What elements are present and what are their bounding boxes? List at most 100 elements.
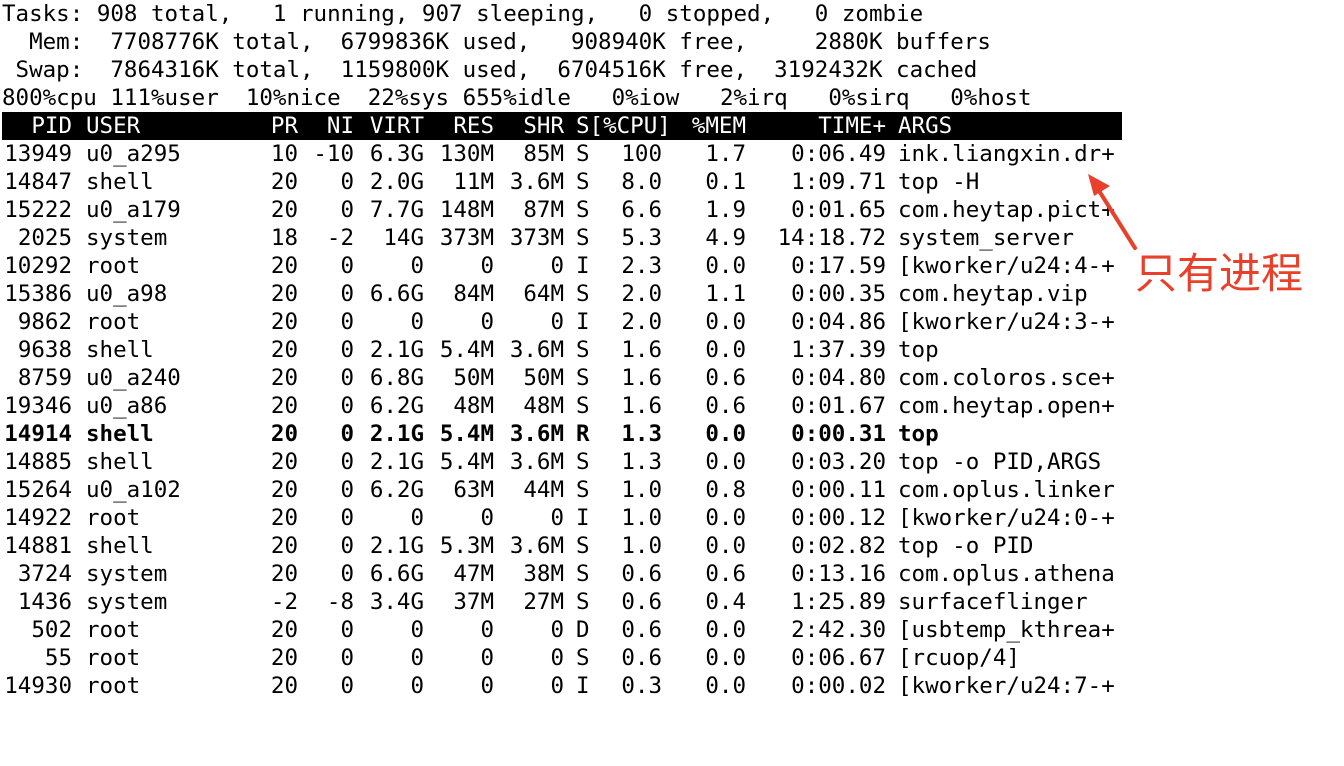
- cell-time: 1:37.39: [791, 337, 886, 363]
- cell-res: 47M: [453, 561, 494, 587]
- cell-user: u0_a295: [86, 141, 181, 167]
- tasks-summary-line: Tasks: 908 total, 1 running, 907 sleepin…: [2, 1, 924, 27]
- cell-time: 0:00.12: [791, 505, 886, 531]
- cell-pid: 15264: [4, 477, 72, 503]
- cell-virt: 2.1G: [369, 421, 424, 447]
- cell-res: 11M: [453, 169, 494, 195]
- cell-mem: 1.7: [705, 141, 746, 167]
- cell-cpu: 2.0: [621, 309, 662, 335]
- cell-time: 0:04.86: [791, 309, 886, 335]
- cell-args: [kworker/u24:4-+: [898, 253, 1115, 279]
- cell-pr: 20: [270, 561, 298, 587]
- cell-args: system_server: [898, 225, 1075, 251]
- cell-shr: 44M: [523, 477, 564, 503]
- cell-user: system: [86, 589, 168, 615]
- cell-mem: 0.4: [705, 589, 746, 615]
- cell-pr: 20: [270, 449, 298, 475]
- cell-time: 1:09.71: [791, 169, 886, 195]
- cell-virt: 2.1G: [369, 533, 424, 559]
- cell-args: com.oplus.linker: [898, 477, 1115, 503]
- process-table-header: PID USER PR NI VIRT RES SHR S[%CPU] %MEM…: [2, 112, 1122, 140]
- cell-cpu: 0.6: [621, 645, 662, 671]
- cell-mem: 0.0: [705, 673, 746, 699]
- cell-time: 0:03.20: [791, 449, 886, 475]
- cell-args: [kworker/u24:3-+: [898, 309, 1115, 335]
- cell-s: S: [576, 393, 590, 419]
- cell-time: 1:25.89: [791, 589, 886, 615]
- cell-pr: 20: [270, 505, 298, 531]
- cell-shr: 3.6M: [509, 533, 564, 559]
- cell-time: 0:00.35: [791, 281, 886, 307]
- cell-user: root: [86, 673, 141, 699]
- cell-args: com.oplus.athena: [898, 561, 1115, 587]
- cell-shr: 0: [550, 505, 564, 531]
- cell-virt: 0: [410, 645, 424, 671]
- cell-cpu: 5.3: [621, 225, 662, 251]
- cell-s: S: [576, 281, 590, 307]
- cell-shr: 0: [550, 309, 564, 335]
- cell-s: S: [576, 365, 590, 391]
- cell-virt: 0: [410, 673, 424, 699]
- cell-args: [usbtemp_kthrea+: [898, 617, 1115, 643]
- cell-ni: 0: [340, 393, 354, 419]
- cell-s: S: [576, 561, 590, 587]
- cell-virt: 0: [410, 505, 424, 531]
- cell-mem: 0.6: [705, 365, 746, 391]
- cell-res: 148M: [439, 197, 494, 223]
- cell-shr: 0: [550, 673, 564, 699]
- cell-mem: 0.0: [705, 449, 746, 475]
- cell-ni: 0: [340, 253, 354, 279]
- table-row: 15386 u0_a98 20 0 6.6G 84M 64M S 2.0 1.1 0:00.35 co…: [2, 280, 1132, 308]
- cell-mem: 0.1: [705, 169, 746, 195]
- cell-user: system: [86, 225, 168, 251]
- cell-pr: 20: [270, 533, 298, 559]
- cell-virt: 2.1G: [369, 449, 424, 475]
- cell-mem: 0.0: [705, 253, 746, 279]
- cell-time: 0:06.49: [791, 141, 886, 167]
- cell-cpu: 2.0: [621, 281, 662, 307]
- table-row: 14930 root 20 0 0 0 0 I 0.3 0.0 0:00.02 [kworker/u2…: [2, 672, 1132, 700]
- cell-ni: 0: [340, 477, 354, 503]
- cell-user: u0_a179: [86, 197, 181, 223]
- cell-virt: 6.2G: [369, 477, 424, 503]
- cell-time: 0:17.59: [791, 253, 886, 279]
- cell-pid: 14881: [4, 533, 72, 559]
- cell-pr: 20: [270, 673, 298, 699]
- cell-pr: 20: [270, 645, 298, 671]
- cell-pr: 10: [270, 141, 298, 167]
- cpu-summary-line: 800%cpu 111%user 10%nice 22%sys 655%idle…: [2, 85, 1032, 111]
- cell-mem: 0.0: [705, 337, 746, 363]
- cell-shr: 3.6M: [509, 421, 564, 447]
- cell-mem: 1.9: [705, 197, 746, 223]
- cell-pid: 10292: [4, 253, 72, 279]
- cell-ni: 0: [340, 421, 354, 447]
- cell-time: 14:18.72: [777, 225, 886, 251]
- table-row: 14881 shell 20 0 2.1G 5.3M 3.6M S 1.0 0.0 0:02.82 t…: [2, 532, 1132, 560]
- cell-mem: 0.6: [705, 393, 746, 419]
- table-row: 14922 root 20 0 0 0 0 I 1.0 0.0 0:00.12 [kworker/u2…: [2, 504, 1132, 532]
- table-row: 2025 system 18 -2 14G 373M 373M S 5.3 4.9 14:18.72…: [2, 224, 1132, 252]
- cell-res: 37M: [453, 589, 494, 615]
- cell-args: com.heytap.vip: [898, 281, 1088, 307]
- cell-user: root: [86, 309, 141, 335]
- cell-ni: 0: [340, 645, 354, 671]
- cell-args: ink.liangxin.dr+: [898, 141, 1115, 167]
- cell-args: top -H: [898, 169, 980, 195]
- cell-shr: 87M: [523, 197, 564, 223]
- cell-res: 5.4M: [439, 421, 494, 447]
- memory-summary-line: Mem: 7708776K total, 6799836K used, 9089…: [2, 29, 991, 55]
- cell-cpu: 1.6: [621, 365, 662, 391]
- cell-pr: 20: [270, 365, 298, 391]
- cell-s: I: [576, 673, 590, 699]
- cell-res: 0: [480, 673, 494, 699]
- cell-ni: 0: [340, 281, 354, 307]
- column-header-pid: PID: [31, 113, 72, 139]
- cell-time: 0:13.16: [791, 561, 886, 587]
- cell-pid: 19346: [4, 393, 72, 419]
- cell-s: R: [576, 421, 590, 447]
- cell-user: shell: [86, 421, 154, 447]
- cell-s: I: [576, 505, 590, 531]
- table-row: 15222 u0_a179 20 0 7.7G 148M 87M S 6.6 1.9 0:01.65…: [2, 196, 1132, 224]
- cell-virt: 2.0G: [369, 169, 424, 195]
- cell-pr: 20: [270, 197, 298, 223]
